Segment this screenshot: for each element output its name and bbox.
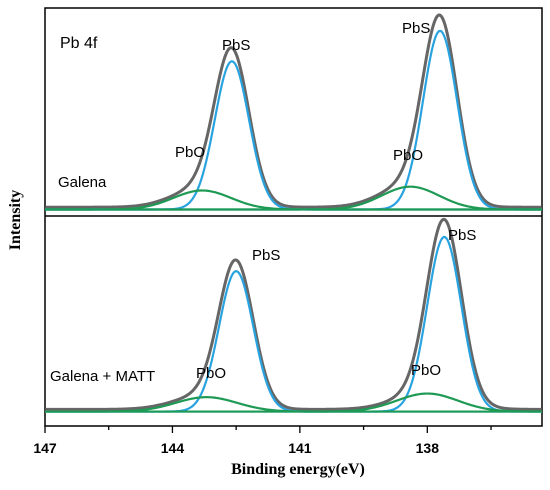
fit-curves <box>45 13 542 413</box>
peak-label-top-pbs-2: PbS <box>402 20 430 37</box>
fit-top-pbo-4 <box>45 185 542 211</box>
x-axis-ticks: 147 144 141 138 <box>33 426 492 456</box>
peak-label-bottom-pbo-1: PbO <box>196 365 226 382</box>
y-axis-label: Intensity <box>7 190 24 250</box>
peak-label-bottom-pbs-1: PbS <box>252 247 280 264</box>
peak-label-bottom-pbs-2: PbS <box>448 227 476 244</box>
peak-label-top-pbs-1: PbS <box>222 37 250 54</box>
envelope-bottom <box>45 217 542 411</box>
peak-label-bottom-pbo-2: PbO <box>411 362 441 379</box>
sample-label-top: Galena <box>58 174 107 191</box>
x-axis-label: Binding energy(eV) <box>231 461 365 478</box>
plot-frame <box>44 7 543 427</box>
x-tick-label-141: 141 <box>288 440 312 456</box>
x-tick-label-138: 138 <box>416 440 440 456</box>
corner-label: Pb 4f <box>60 35 98 52</box>
envelope-top <box>45 13 542 209</box>
fit-bottom-pbo-4 <box>45 392 542 413</box>
x-tick-label-147: 147 <box>33 440 57 456</box>
fit-top-pbs-1 <box>45 60 542 211</box>
fit-top-pbs-2 <box>45 29 542 211</box>
sample-label-bottom: Galena + MATT <box>50 368 155 385</box>
peak-label-top-pbo-2: PbO <box>393 147 423 164</box>
peak-label-top-pbo-1: PbO <box>175 144 205 161</box>
x-tick-label-144: 144 <box>161 440 185 456</box>
